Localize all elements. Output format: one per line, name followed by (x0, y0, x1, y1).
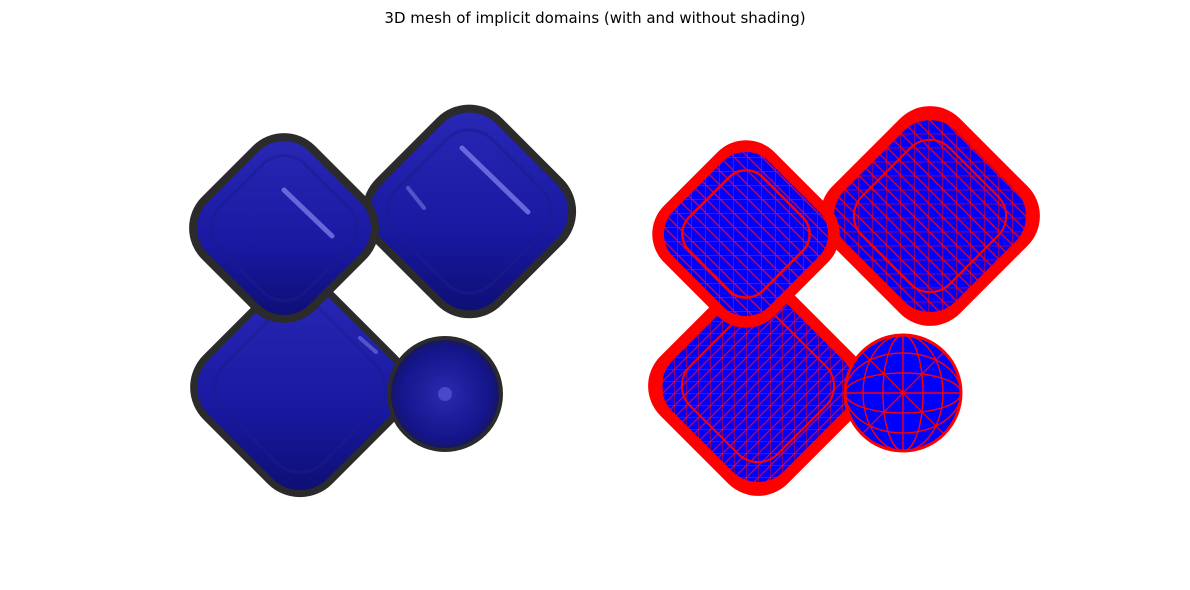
shaded-cube-upper-left (189, 133, 379, 323)
shaded-cube-lower (190, 277, 410, 498)
wireframe-cube-upper-left (652, 140, 840, 328)
shaded-panel (189, 104, 577, 498)
wireframe-sphere (843, 333, 963, 453)
figure-title: 3D mesh of implicit domains (with and wi… (384, 9, 806, 27)
wireframe-panel (648, 106, 1040, 496)
wireframe-cube-upper-right (820, 106, 1040, 326)
wireframe-cube-lower (648, 276, 868, 496)
shaded-cube-upper-right (362, 104, 577, 319)
shaded-sphere (387, 336, 503, 452)
